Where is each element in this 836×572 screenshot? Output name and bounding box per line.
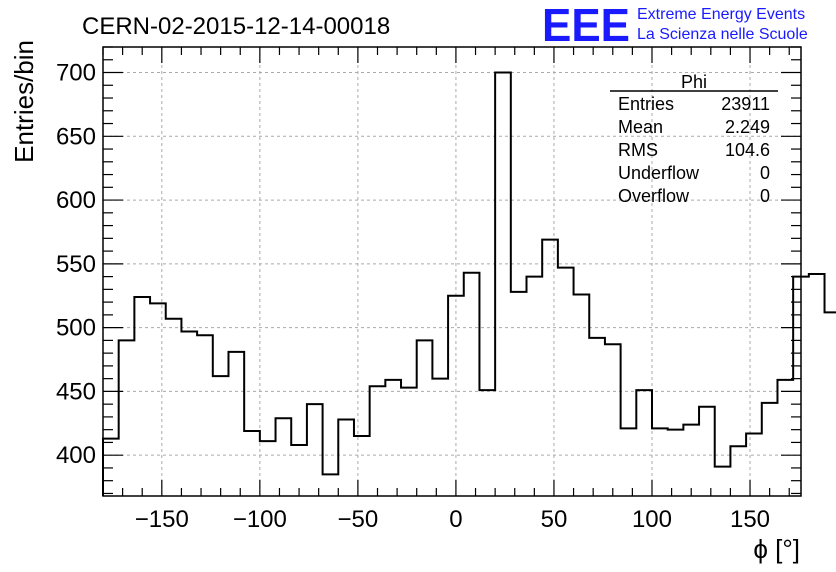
y-tick-label: 700 (56, 60, 96, 87)
y-tick-label: 400 (56, 442, 96, 469)
x-tick-label: −100 (233, 506, 287, 533)
histogram-bin (825, 312, 836, 496)
histogram-bin (181, 331, 197, 496)
histogram-bin (652, 428, 668, 496)
histogram-bin (809, 274, 825, 496)
histogram-bin (260, 441, 276, 496)
histogram-bin (150, 303, 166, 496)
stats-value: 0 (760, 186, 770, 206)
grid-lines (103, 47, 801, 496)
logo-line2: La Scienza nelle Scuole (637, 26, 808, 43)
x-tick-label: −50 (338, 506, 379, 533)
tick-marks (102, 46, 801, 496)
histogram-bin (558, 268, 574, 496)
histogram-outline (102, 71, 836, 496)
histogram-bin (307, 404, 323, 496)
histogram-bin (683, 425, 699, 496)
stats-label: Underflow (618, 163, 700, 183)
stats-label: RMS (618, 140, 658, 160)
histogram-bin (730, 446, 746, 496)
histogram-bin (605, 344, 621, 496)
y-tick-label: 600 (56, 187, 96, 214)
histogram-bin (370, 386, 386, 496)
histogram-bin (385, 380, 401, 496)
x-tick-label: 100 (632, 506, 672, 533)
plot-frame (102, 46, 802, 497)
axes (102, 46, 802, 497)
histogram-bin (244, 431, 260, 496)
histogram-bin (699, 407, 715, 496)
histogram-bin (511, 292, 527, 496)
eee-logo: EEE Extreme Energy Events La Scienza nel… (542, 0, 808, 51)
stats-label: Mean (618, 117, 663, 137)
stats-value: 104.6 (725, 140, 770, 160)
x-axis-label: ϕ [°] (753, 534, 800, 564)
x-tick-label: 150 (730, 506, 770, 533)
stats-label: Entries (618, 94, 674, 114)
histogram-bars (102, 71, 836, 496)
tick-labels: −150 −100 −50 0 50 100 150 400 450 500 550 600 650 70… (56, 60, 770, 533)
histogram-bin (103, 439, 119, 496)
y-tick-label: 550 (56, 251, 96, 278)
histogram-bin (134, 297, 150, 496)
stats-value: 2.249 (725, 117, 770, 137)
histogram-bin (715, 467, 731, 496)
histogram-bin (166, 319, 182, 496)
histogram-bin (621, 428, 637, 496)
histogram-bin (354, 436, 370, 496)
stats-value: 23911 (721, 94, 770, 114)
histogram-bin (668, 430, 684, 496)
histogram-bin (777, 380, 793, 496)
logo-mark: EEE (542, 0, 630, 51)
x-tick-label: −150 (135, 506, 189, 533)
histogram-bin (197, 335, 213, 496)
histogram-bin (762, 403, 778, 496)
stats-label: Overflow (618, 186, 690, 206)
y-tick-label: 650 (56, 123, 96, 150)
stats-box: Phi Entries 23911 Mean 2.249 RMS 104.6 Underfl… (610, 72, 778, 206)
chart-title: CERN-02-2015-12-14-00018 (82, 13, 390, 40)
histogram-bin (213, 376, 229, 496)
histogram-bin (464, 273, 480, 496)
histogram-bin (228, 352, 244, 496)
logo-line1: Extreme Energy Events (637, 6, 805, 23)
histogram-bin (479, 390, 495, 496)
stats-title: Phi (681, 72, 707, 92)
histogram-bin (417, 340, 433, 496)
histogram-bin (338, 419, 354, 496)
y-axis-label: Entries/bin (9, 40, 39, 163)
histogram-bin (636, 390, 652, 496)
histogram-bin (746, 433, 762, 496)
histogram-bin (276, 418, 292, 496)
histogram-bin (574, 294, 590, 496)
histogram-bin (432, 379, 448, 496)
histogram-bin (527, 277, 543, 496)
histogram-bin (119, 340, 135, 496)
histogram-bin (401, 388, 417, 496)
histogram-bin (542, 240, 558, 496)
stats-rows: Entries 23911 Mean 2.249 RMS 104.6 Underflow 0 O… (618, 94, 770, 206)
x-tick-label: 0 (449, 506, 462, 533)
stats-value: 0 (760, 163, 770, 183)
histogram-bin (495, 73, 511, 496)
y-tick-label: 500 (56, 315, 96, 342)
histogram-bin (589, 338, 605, 496)
y-tick-label: 450 (56, 378, 96, 405)
histogram-bin (323, 474, 339, 496)
x-tick-label: 50 (541, 506, 568, 533)
